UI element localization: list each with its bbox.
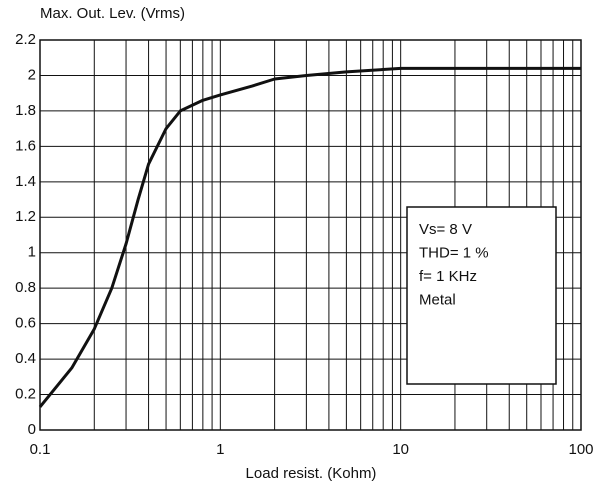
annotation-text: Metal [419, 291, 456, 308]
y-tick-label: 2.2 [15, 31, 36, 48]
data-line [38, 66, 581, 408]
x-tick-label: 10 [392, 441, 409, 458]
annotation-text: f= 1 KHz [419, 268, 477, 285]
y-tick-label: 1.2 [15, 208, 36, 225]
y-tick-label: 1 [28, 244, 36, 261]
y-tick-label: 1.8 [15, 102, 36, 119]
y-tick-label: 0.6 [15, 315, 36, 332]
x-tick-label: 1 [216, 441, 224, 458]
y-tick-label: 0.2 [15, 386, 36, 403]
annotation-text: Vs= 8 V [419, 221, 472, 238]
y-tick-label: 1.4 [15, 173, 36, 190]
annotation-box [406, 206, 557, 385]
x-tick-label: 100 [568, 441, 593, 458]
y-tick-label: 1.6 [15, 137, 36, 154]
x-axis-label: Load resist. (Kohm) [246, 465, 377, 482]
y-tick-label: 0 [28, 421, 36, 438]
y-axis-label: Max. Out. Lev. (Vrms) [40, 5, 185, 22]
y-tick-label: 0.4 [15, 350, 36, 367]
y-tick-label: 2 [28, 66, 36, 83]
x-tick-label: 0.1 [30, 441, 51, 458]
y-tick-label: 0.8 [15, 279, 36, 296]
annotation-text: THD= 1 % [419, 244, 489, 261]
